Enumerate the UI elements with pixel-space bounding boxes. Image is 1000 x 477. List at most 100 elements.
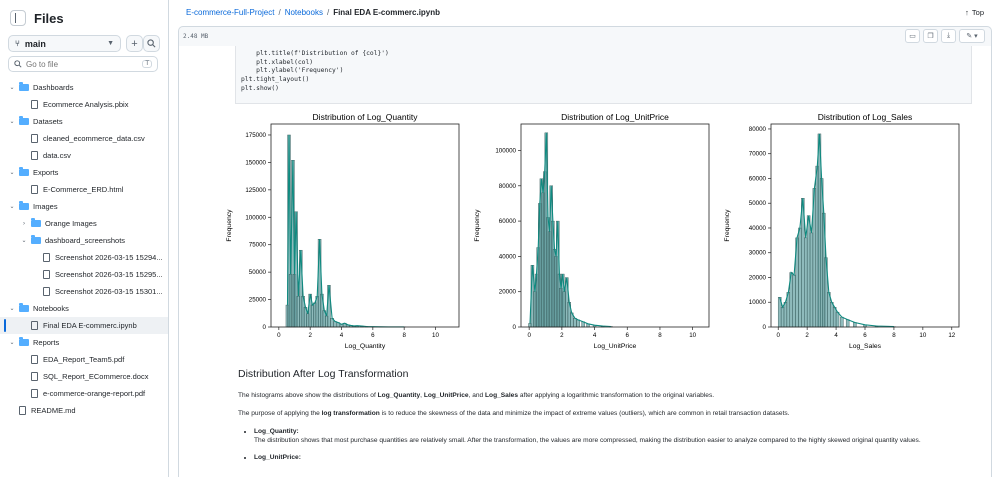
file-icon [43,287,50,296]
paragraph-1: The histograms above show the distributi… [238,392,715,399]
tree-folder[interactable]: › Orange Images [0,215,168,232]
file-icon [31,321,38,330]
search-button[interactable] [143,35,160,52]
histogram-bar [809,232,814,328]
breadcrumb-folder-link[interactable]: Notebooks [284,8,323,17]
tree-file[interactable]: EDA_Report_Team5.pdf [0,351,168,368]
tree-item-label: E-Commerce_ERD.html [43,185,124,194]
tree-item-label: Screenshot 2026-03-15 15301... [55,287,163,296]
bullet-list: Log_Quantity:The distribution shows that… [254,427,983,462]
chart-log-unitprice: Distribution of Log_UnitPrice 0 2 4 6 8 10 0 200… [474,112,710,350]
back-to-top-button[interactable]: ↑ Top [965,8,984,17]
x-tick-label: 10 [432,332,439,339]
breadcrumb-separator: / [326,8,330,17]
sidebar-toggle-icon[interactable] [10,10,26,26]
breadcrumb-repo-link[interactable]: E-commerce-Full-Project [186,8,275,17]
folder-icon [19,201,29,210]
tree-file[interactable]: README.md [0,402,168,419]
tree-file[interactable]: Final EDA E-commerc.ipynb [0,317,168,334]
histogram-bar [576,319,580,328]
kde-line [779,133,894,328]
chart-title: Distribution of Log_UnitPrice [561,112,669,122]
tree-item-label: Orange Images [45,219,97,228]
plot-frame [520,123,710,328]
chart-title: Distribution of Log_Sales [818,112,913,122]
tree-file[interactable]: Ecommerce Analysis.pbix [0,96,168,113]
download-button[interactable]: ⤓ [941,29,956,43]
chevron-down-icon: ▼ [107,40,114,47]
tree-file[interactable]: SQL_Report_ECommerce.docx [0,368,168,385]
tree-folder[interactable]: ⌄ Images [0,198,168,215]
code-line: plt.show() [241,84,279,92]
tree-folder[interactable]: ⌄ Notebooks [0,300,168,317]
file-toolbar: 2.48 MB ▭ ❐ ⤓ ✎ ▾ [178,26,992,46]
tree-item-label: EDA_Report_Team5.pdf [43,355,125,364]
file-icon [31,100,38,109]
y-tick-label: 60000 [499,218,517,225]
tree-folder[interactable]: ⌄ Exports [0,164,168,181]
y-tick-label: 0 [263,324,267,331]
bullet-log-quantity: Log_Quantity:The distribution shows that… [254,427,983,445]
branch-icon: ⑂ [15,39,20,48]
x-tick-label: 0 [527,332,531,339]
copy-icon: ❐ [927,33,934,40]
x-tick-label: 4 [593,332,597,339]
tree-folder[interactable]: ⌄ Dashboards [0,79,168,96]
copy-raw-button[interactable]: ❐ [923,29,938,43]
tree-item-label: README.md [31,406,76,415]
go-to-file-input[interactable] [26,59,136,69]
histogram-bar [832,306,837,328]
y-tick-label: 60000 [749,175,767,182]
x-tick-label: 8 [402,332,406,339]
breadcrumb-separator: / [278,8,281,17]
code-line: plt.tight_layout() [241,76,310,84]
x-tick-label: 0 [277,332,281,339]
tree-file[interactable]: cleaned_ecommerce_data.csv [0,130,168,147]
tree-file[interactable]: E-Commerce_ERD.html [0,181,168,198]
file-icon [19,406,26,415]
y-tick-label: 20000 [499,289,517,296]
tree-file[interactable]: e-commerce-orange-report.pdf [0,385,168,402]
folder-icon [31,218,41,227]
tree-folder[interactable]: ⌄ dashboard_screenshots [0,232,168,249]
branch-selector[interactable]: ⑂ main ▼ [8,35,121,52]
markdown-cell: Distribution After Log Transformation Th… [238,368,983,470]
tree-folder[interactable]: ⌄ Reports [0,334,168,351]
file-icon [31,151,38,160]
y-axis-label: Frequency [226,209,233,242]
arrow-up-icon: ↑ [965,8,969,17]
breadcrumb-current-file: Final EDA E-commerc.ipynb [333,8,441,17]
tree-file[interactable]: Screenshot 2026-03-15 15294... [0,249,168,266]
x-tick-label: 8 [892,332,896,339]
tree-item-label: Reports [33,338,60,347]
histogram-bar [830,302,834,328]
sidebar-title: Files [34,10,64,26]
file-icon [31,389,38,398]
chevron-down-icon: ⌄ [21,238,27,244]
plot-frame [270,123,460,328]
tree-item-label: dashboard_screenshots [45,236,126,245]
y-tick-label: 0 [763,324,767,331]
y-tick-label: 175000 [245,132,266,139]
tree-item-label: Ecommerce Analysis.pbix [43,100,129,109]
open-in-folder-button[interactable]: ▭ [905,29,920,43]
tree-folder[interactable]: ⌄ Datasets [0,113,168,130]
x-axis-label: Log_Sales [849,343,882,350]
notebook-content: plt.title(f'Distribution of {col}') plt.… [178,46,992,477]
add-file-button[interactable]: + [126,35,143,52]
y-tick-label: 70000 [749,151,767,158]
paragraph-2: The purpose of applying the log transfor… [238,410,790,417]
x-axis-label: Log_UnitPrice [594,343,637,350]
download-icon: ⤓ [946,32,951,39]
file-icon [31,355,38,364]
edit-button[interactable]: ✎ ▾ [959,29,985,43]
y-tick-label: 40000 [499,253,517,260]
tree-file[interactable]: data.csv [0,147,168,164]
chevron-down-icon: ⌄ [9,204,15,210]
y-tick-label: 40000 [749,225,767,232]
tree-file[interactable]: Screenshot 2026-03-15 15301... [0,283,168,300]
tree-item-label: Notebooks [33,304,69,313]
x-tick-label: 0 [777,332,781,339]
go-to-file-search[interactable]: T [8,56,158,72]
tree-file[interactable]: Screenshot 2026-03-15 15295... [0,266,168,283]
